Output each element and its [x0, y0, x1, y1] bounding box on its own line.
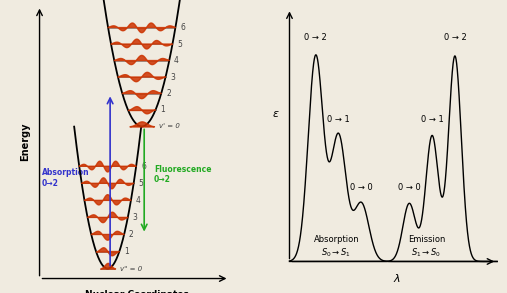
Text: 4: 4 — [136, 196, 140, 205]
Text: 6: 6 — [141, 162, 146, 171]
Text: 6: 6 — [180, 23, 185, 32]
Text: v' = 0: v' = 0 — [159, 123, 179, 130]
Text: 3: 3 — [133, 213, 137, 222]
Text: 3: 3 — [170, 73, 175, 81]
Text: Emission
$S_1 \rightarrow S_0$: Emission $S_1 \rightarrow S_0$ — [408, 235, 445, 259]
Text: 1: 1 — [160, 105, 165, 115]
Text: 1: 1 — [124, 247, 129, 256]
Text: 0 → 2: 0 → 2 — [304, 33, 327, 42]
Text: λ: λ — [393, 274, 400, 284]
Text: 4: 4 — [174, 56, 179, 65]
Text: 2: 2 — [166, 89, 171, 98]
Text: 0 → 1: 0 → 1 — [327, 115, 350, 125]
Text: Absorption
$S_0 \rightarrow S_1$: Absorption $S_0 \rightarrow S_1$ — [313, 235, 359, 259]
Text: 0 → 1: 0 → 1 — [421, 115, 444, 125]
Text: Energy: Energy — [20, 123, 30, 161]
Text: v" = 0: v" = 0 — [120, 265, 142, 272]
Text: 5: 5 — [177, 40, 182, 49]
Text: 0 → 0: 0 → 0 — [350, 183, 373, 192]
Text: Absorption
0→2: Absorption 0→2 — [42, 168, 90, 188]
Text: 0 → 2: 0 → 2 — [444, 33, 466, 42]
Text: 0 → 0: 0 → 0 — [398, 183, 421, 192]
Text: 5: 5 — [138, 179, 143, 188]
Text: 2: 2 — [129, 230, 134, 239]
Text: Nuclear Coordinates: Nuclear Coordinates — [85, 290, 189, 293]
Text: Fluorescence
0→2: Fluorescence 0→2 — [154, 165, 211, 185]
Text: ε: ε — [273, 109, 279, 119]
